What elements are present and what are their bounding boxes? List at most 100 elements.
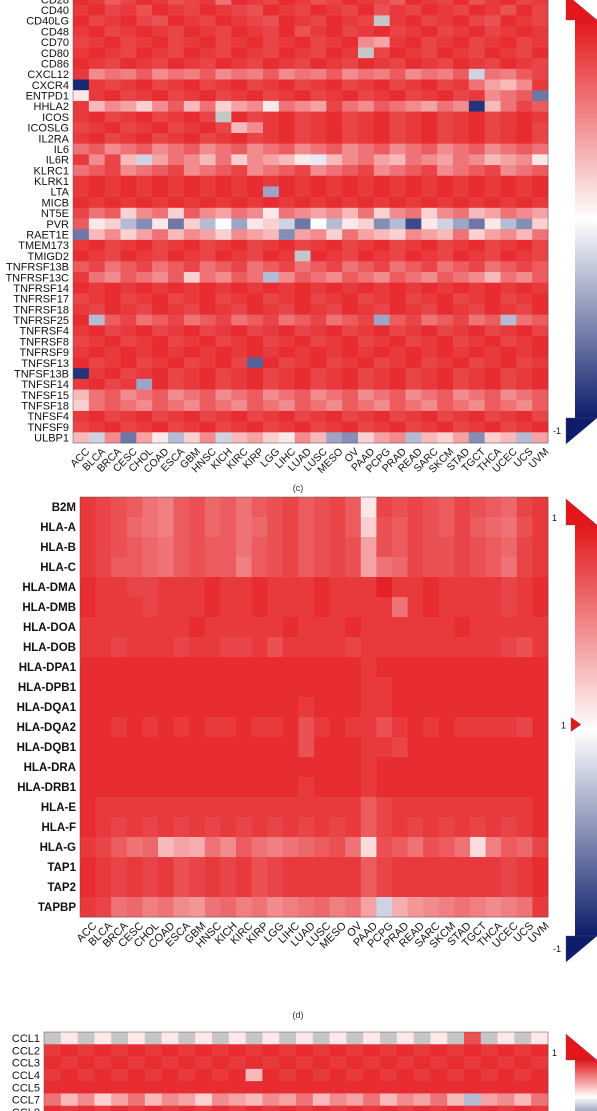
heatmap-cell (278, 325, 296, 337)
heatmap-cell (396, 1032, 414, 1045)
heatmap-cell (484, 271, 501, 284)
heatmap-cell (294, 15, 311, 27)
heatmap-cell (126, 677, 143, 698)
heatmap-cell (514, 1081, 532, 1094)
heatmap-cell (262, 1105, 280, 1111)
heatmap-cell (247, 346, 264, 358)
heatmap-cell (220, 517, 237, 538)
heatmap-cell (136, 122, 153, 134)
heatmap-cell (104, 271, 121, 284)
heatmap-cell (104, 154, 121, 166)
heatmap-cell (470, 857, 486, 878)
heatmap-cell (396, 1105, 414, 1111)
heatmap-cell (421, 0, 438, 6)
heatmap-cell (501, 697, 518, 718)
heatmap-cell (310, 197, 327, 209)
heatmap-cell (437, 15, 454, 27)
heatmap-cell (380, 1044, 398, 1057)
heatmap-cell (532, 577, 549, 598)
heatmap-cell (168, 47, 185, 59)
heatmap-cell (231, 15, 248, 27)
heatmap-cell (532, 47, 549, 59)
heatmap-cell (373, 111, 391, 123)
heatmap-cell (326, 432, 343, 444)
heatmap-cell (314, 537, 330, 558)
heatmap-cell (392, 597, 408, 618)
heatmap-cell (104, 26, 121, 38)
heatmap-cell (358, 100, 375, 112)
heatmap-cell (136, 336, 153, 348)
heatmap-cell (447, 1081, 465, 1094)
heatmap-cell (44, 1068, 62, 1082)
heatmap-cell (142, 517, 159, 538)
heatmap-cell (314, 517, 330, 538)
row-label: ICOSLG (27, 123, 69, 135)
heatmap-cell (136, 132, 153, 145)
heatmap-cell (247, 389, 264, 401)
heatmap-cell (189, 737, 206, 758)
heatmap-cell (437, 100, 454, 112)
heatmap-cell (136, 368, 153, 380)
heatmap-cell (120, 186, 137, 198)
heatmap-cell (215, 175, 232, 187)
heatmap-cell (437, 250, 454, 262)
heatmap-cell (421, 293, 438, 305)
heatmap-cell (88, 165, 106, 177)
heatmap-cell (294, 410, 311, 423)
heatmap-cell (220, 537, 237, 558)
heatmap-cell (294, 304, 311, 316)
heatmap-cell (392, 657, 408, 678)
heatmap-cell (407, 737, 424, 758)
heatmap-cell (484, 261, 501, 273)
heatmap-cell (532, 68, 549, 80)
heatmap-cell (80, 817, 96, 838)
heatmap-cell (500, 389, 517, 401)
heatmap-cell (73, 79, 90, 91)
heatmap-cell (136, 389, 153, 401)
heatmap-cell (215, 250, 232, 262)
heatmap-cell (247, 229, 264, 241)
heatmap-cell (421, 15, 438, 27)
heatmap-cell (373, 261, 391, 273)
heatmap-cell (516, 100, 533, 112)
heatmap-cell (73, 410, 90, 423)
heatmap-cell (183, 293, 201, 305)
heatmap-cell (88, 154, 106, 166)
heatmap-cell (282, 597, 299, 618)
row-label: CCL1 (12, 1033, 40, 1045)
heatmap-cell (437, 26, 454, 38)
heatmap-cell (128, 1044, 146, 1057)
heatmap-cell (312, 1044, 330, 1057)
heatmap-cell (199, 47, 216, 59)
heatmap-cell (329, 597, 346, 618)
heatmap-cell (453, 26, 470, 38)
heatmap-cell (247, 36, 264, 48)
heatmap-cell (80, 797, 96, 818)
heatmap-cell (464, 1093, 482, 1107)
scale-min-handle (565, 417, 597, 445)
heatmap-cell (468, 58, 486, 70)
heatmap-cell (236, 677, 252, 698)
heatmap-cell (345, 797, 362, 818)
heatmap-cell (263, 389, 280, 401)
heatmap-cell (373, 132, 391, 145)
heatmap-cell (329, 817, 346, 838)
heatmap-cell (199, 282, 216, 294)
heatmap-cell (376, 737, 393, 758)
heatmap-cell (326, 250, 343, 262)
heatmap-cell (267, 837, 284, 858)
heatmap-cell (358, 4, 375, 16)
heatmap-cell (485, 597, 502, 618)
heatmap-border (79, 496, 549, 918)
heatmap-cell (373, 0, 391, 6)
heatmap-cell (120, 165, 137, 177)
heatmap-cell (342, 26, 359, 38)
heatmap-cell (168, 90, 185, 102)
heatmap-cell (358, 68, 375, 80)
heatmap-cell (516, 314, 533, 326)
row-label: TNFRSF25 (13, 315, 69, 327)
heatmap-cell (358, 282, 375, 294)
heatmap-cell (136, 421, 153, 433)
heatmap-cell (294, 186, 311, 198)
heatmap-cell (183, 100, 201, 112)
